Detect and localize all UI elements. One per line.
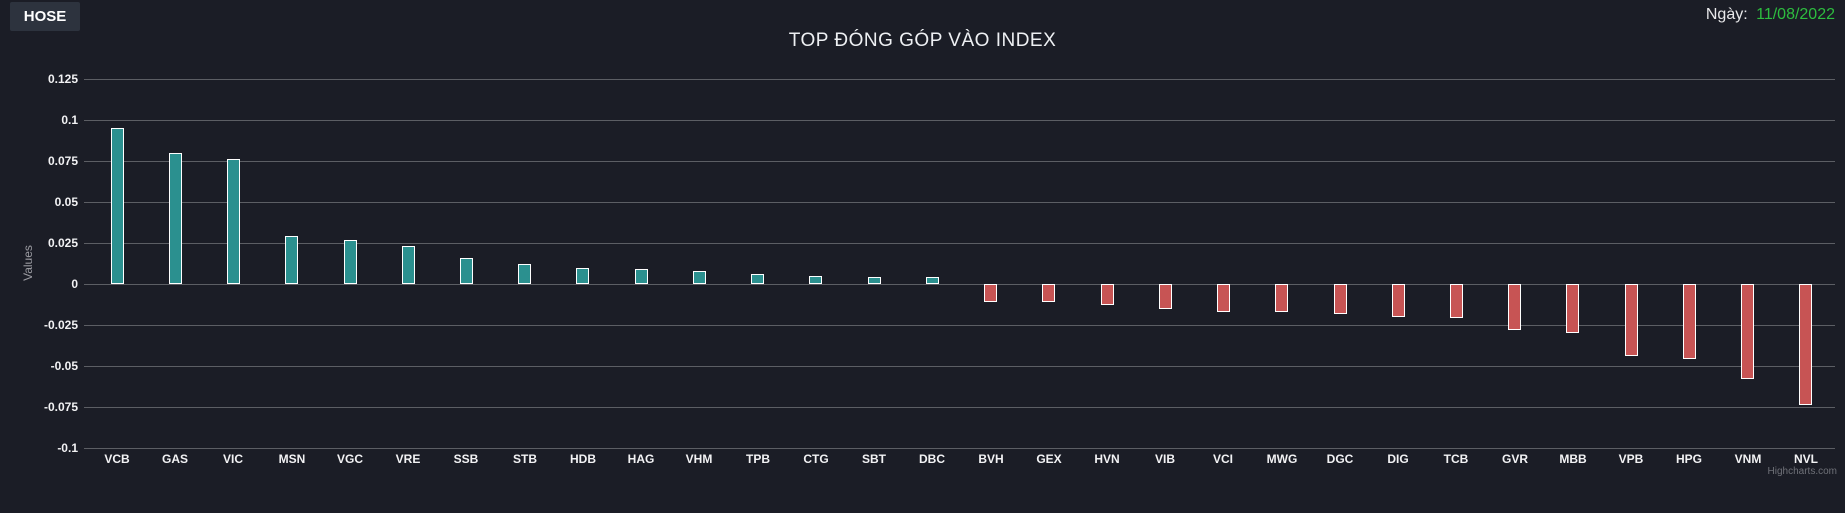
x-tick-label-MWG: MWG [1266, 452, 1298, 466]
bar-TPB[interactable] [751, 274, 764, 284]
x-tick-label-HPG: HPG [1675, 452, 1702, 466]
x-tick-label-VRE: VRE [395, 452, 421, 466]
x-tick-label-SBT: SBT [862, 452, 886, 466]
x-tick-label-STB: STB [513, 452, 537, 466]
bar-VGC[interactable] [344, 240, 357, 284]
gridline [84, 161, 1835, 162]
date-label: Ngày: [1705, 6, 1748, 23]
x-tick-label-BVH: BVH [978, 452, 1004, 466]
y-tick-label: -0.075 [43, 400, 78, 414]
x-tick-label-CTG: CTG [803, 452, 829, 466]
chart-title: TOP ĐÓNG GÓP VÀO INDEX [788, 30, 1057, 51]
bar-HVN[interactable] [1101, 284, 1114, 305]
x-tick-label-NVL: NVL [1794, 452, 1818, 466]
bar-DGC[interactable] [1334, 284, 1347, 314]
highcharts-credits-link[interactable]: Highcharts.com [1767, 466, 1837, 477]
bar-NVL[interactable] [1799, 284, 1812, 405]
gridline [84, 243, 1835, 244]
x-tick-label-VPB: VPB [1618, 452, 1644, 466]
bar-VIC[interactable] [227, 159, 240, 284]
x-tick-label-VNM: VNM [1734, 452, 1762, 466]
x-tick-label-SSB: SSB [453, 452, 479, 466]
y-tick-label: -0.025 [43, 318, 78, 332]
x-tick-label-GEX: GEX [1036, 452, 1062, 466]
x-tick-label-TCB: TCB [1443, 452, 1469, 466]
bar-GAS[interactable] [169, 153, 182, 284]
y-tick-label: 0.05 [54, 195, 78, 209]
bar-SBT[interactable] [868, 277, 881, 284]
x-tick-label-DGC: DGC [1326, 452, 1354, 466]
x-tick-label-HDB: HDB [570, 452, 596, 466]
y-tick-label: 0.075 [47, 154, 78, 168]
x-tick-label-VCI: VCI [1212, 452, 1233, 466]
bar-HAG[interactable] [635, 269, 648, 284]
date-display: Ngày: 11/08/2022 [1706, 6, 1835, 24]
x-tick-label-VIB: VIB [1154, 452, 1175, 466]
bar-VIB[interactable] [1159, 284, 1172, 309]
bar-HPG[interactable] [1683, 284, 1696, 359]
gridline [84, 120, 1835, 121]
y-tick-label: 0.1 [61, 113, 78, 127]
gridline [84, 202, 1835, 203]
gridline [84, 366, 1835, 367]
y-tick-label: -0.05 [50, 359, 78, 373]
gridline [84, 79, 1835, 80]
bar-VPB[interactable] [1625, 284, 1638, 356]
x-tick-label-VCB: VCB [104, 452, 130, 466]
bar-GVR[interactable] [1508, 284, 1521, 330]
bar-MSN[interactable] [285, 236, 298, 284]
y-tick-label: 0 [71, 277, 78, 291]
x-tick-label-GAS: GAS [161, 452, 188, 466]
x-tick-label-HVN: HVN [1094, 452, 1120, 466]
bar-HDB[interactable] [576, 268, 589, 284]
bar-CTG[interactable] [809, 276, 822, 284]
x-tick-label-MSN: MSN [278, 452, 306, 466]
x-tick-label-TPB: TPB [746, 452, 770, 466]
x-tick-label-HAG: HAG [627, 452, 655, 466]
x-tick-label-MBB: MBB [1559, 452, 1587, 466]
bar-VCB[interactable] [111, 128, 124, 284]
bar-DBC[interactable] [926, 277, 939, 284]
gridline [84, 448, 1835, 449]
x-tick-label-GVR: GVR [1501, 452, 1528, 466]
y-tick-label: 0.025 [47, 236, 78, 250]
gridline [84, 325, 1835, 326]
bar-VCI[interactable] [1217, 284, 1230, 312]
x-tick-label-DBC: DBC [919, 452, 945, 466]
gridline [84, 284, 1835, 285]
date-value: 11/08/2022 [1756, 6, 1835, 23]
bar-GEX[interactable] [1042, 284, 1055, 302]
x-tick-label-VHM: VHM [685, 452, 713, 466]
gridline [84, 407, 1835, 408]
bar-VHM[interactable] [693, 271, 706, 284]
x-tick-label-VIC: VIC [222, 452, 243, 466]
y-tick-label: -0.1 [57, 441, 78, 455]
bar-STB[interactable] [518, 264, 531, 284]
bar-MBB[interactable] [1566, 284, 1579, 333]
exchange-tab-hose[interactable]: HOSE [10, 2, 80, 31]
bar-MWG[interactable] [1275, 284, 1288, 312]
x-tick-label-VGC: VGC [336, 452, 363, 466]
bar-SSB[interactable] [460, 258, 473, 284]
bar-VNM[interactable] [1741, 284, 1754, 379]
x-tick-label-DIG: DIG [1387, 452, 1409, 466]
bar-TCB[interactable] [1450, 284, 1463, 318]
bar-BVH[interactable] [984, 284, 997, 302]
bar-DIG[interactable] [1392, 284, 1405, 317]
y-tick-label: 0.125 [47, 72, 78, 86]
bar-VRE[interactable] [402, 246, 415, 284]
